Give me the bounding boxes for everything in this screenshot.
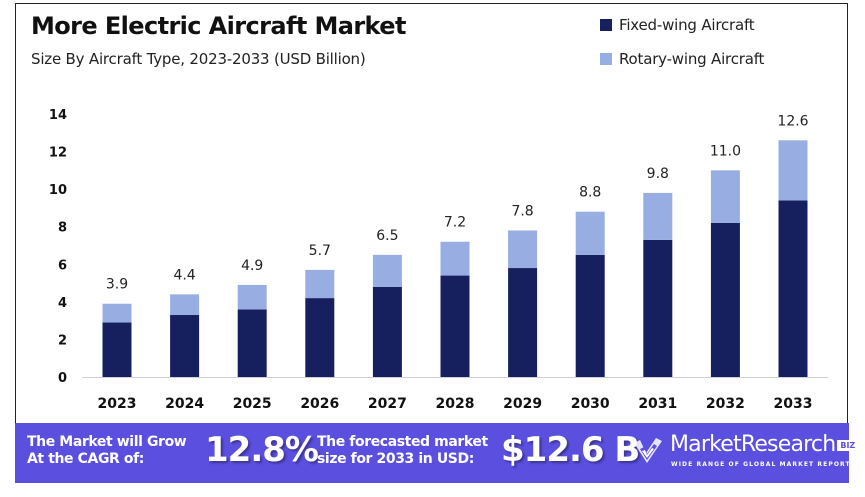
- bar-segment-fixed-wing: [575, 254, 605, 377]
- y-tick-label: 8: [58, 221, 67, 236]
- x-tick-label: 2032: [706, 396, 745, 412]
- legend-label-fixed-wing: Fixed-wing Aircraft: [619, 16, 755, 34]
- bar-total-label: 4.9: [241, 258, 263, 274]
- chart-title: More Electric Aircraft Market: [31, 12, 406, 40]
- chart-subtitle: Size By Aircraft Type, 2023-2033 (USD Bi…: [31, 50, 366, 68]
- legend-swatch-rotary-wing: [600, 53, 612, 65]
- bar-segment-fixed-wing: [508, 268, 538, 377]
- cagr-label: The Market will Grow At the CAGR of:: [27, 434, 187, 468]
- legend-swatch-fixed-wing: [600, 19, 612, 31]
- forecast-label: The forecasted market size for 2033 in U…: [317, 434, 488, 468]
- y-tick-label: 4: [58, 296, 67, 311]
- forecast-value: $12.6 B: [501, 430, 640, 470]
- y-tick-label: 14: [49, 108, 67, 123]
- bars: [102, 140, 808, 377]
- legend-label-rotary-wing: Rotary-wing Aircraft: [619, 50, 765, 68]
- bar-segment-rotary-wing: [305, 269, 335, 299]
- logo-badge: BIZ: [837, 439, 859, 451]
- bar-segment-fixed-wing: [237, 309, 267, 377]
- checkmark-logo-icon: [634, 438, 662, 463]
- forecast-label-line1: The forecasted market: [317, 434, 488, 450]
- cagr-label-line1: The Market will Grow: [27, 434, 187, 450]
- y-tick-label: 2: [58, 333, 67, 348]
- x-tick-label: 2031: [638, 396, 677, 412]
- x-tick-label: 2023: [98, 396, 137, 412]
- cagr-value: 12.8%: [205, 430, 319, 470]
- x-tick-label: 2026: [300, 396, 339, 412]
- bar-segment-rotary-wing: [508, 230, 538, 269]
- bar-segment-rotary-wing: [575, 211, 605, 255]
- bar-segment-rotary-wing: [237, 284, 267, 310]
- y-axis: 0 2 4 6 8 10 12 14: [49, 108, 67, 386]
- x-tick-label: 2028: [436, 396, 475, 412]
- bar-segment-fixed-wing: [102, 322, 132, 377]
- logo-name: MarketResearch BIZ: [670, 432, 859, 457]
- bar-segment-fixed-wing: [372, 286, 402, 377]
- bar-segment-rotary-wing: [643, 192, 673, 240]
- x-tick-label: 2033: [774, 396, 813, 412]
- bar-total-label: 7.8: [511, 203, 533, 219]
- cagr-label-line2: At the CAGR of:: [27, 451, 144, 467]
- x-tick-label: 2024: [165, 396, 204, 412]
- bar-total-label: 7.2: [444, 215, 466, 231]
- legend-item-fixed-wing: Fixed-wing Aircraft: [600, 14, 764, 36]
- y-tick-label: 12: [49, 146, 67, 161]
- bar-total-label: 9.8: [647, 166, 669, 182]
- bar-segment-rotary-wing: [372, 254, 402, 287]
- x-tick-label: 2027: [368, 396, 407, 412]
- logo-tagline: WIDE RANGE OF GLOBAL MARKET REPORTS: [671, 461, 857, 468]
- bar-total-label: 12.6: [777, 113, 808, 129]
- chart-frame: [15, 3, 848, 483]
- bar-total-label: 8.8: [579, 185, 601, 201]
- bar-segment-rotary-wing: [778, 140, 808, 201]
- bar-segment-rotary-wing: [170, 294, 200, 316]
- bar-segment-fixed-wing: [710, 222, 740, 377]
- x-tick-label: 2025: [233, 396, 272, 412]
- bar-total-label: 3.9: [106, 277, 128, 293]
- legend: Fixed-wing Aircraft Rotary-wing Aircraft: [600, 14, 764, 82]
- bar-total-label: 11.0: [710, 143, 741, 159]
- y-tick-label: 0: [58, 371, 67, 386]
- x-axis: 2023 2024 2025 2026 2027 2028 2029 2030 2031 2032…: [98, 396, 813, 412]
- bar-segment-fixed-wing: [778, 200, 808, 377]
- x-tick-label: 2029: [503, 396, 542, 412]
- summary-banner: The Market will Grow At the CAGR of: 12.…: [15, 423, 859, 483]
- bar-segment-rotary-wing: [440, 241, 470, 276]
- bar-segment-rotary-wing: [102, 303, 132, 323]
- bar-segment-rotary-wing: [710, 170, 740, 223]
- bar-total-label: 5.7: [309, 243, 331, 259]
- x-tick-label: 2030: [571, 396, 610, 412]
- data-labels: 3.9 4.4 4.9 5.7 6.5 7.2 7.8 8.8 9.8 11.0 12.6: [106, 113, 809, 292]
- bar-segment-fixed-wing: [170, 315, 200, 377]
- legend-item-rotary-wing: Rotary-wing Aircraft: [600, 48, 764, 70]
- bar-total-label: 6.5: [376, 228, 398, 244]
- bar-segment-fixed-wing: [440, 275, 470, 377]
- y-tick-label: 6: [58, 258, 67, 273]
- y-tick-label: 10: [49, 183, 67, 198]
- logo-name-text: MarketResearch: [670, 432, 836, 457]
- bar-chart: 0 2 4 6 8 10 12 14 2023 2024 2025 2026 2027 2028 2029…: [49, 108, 828, 412]
- bar-segment-fixed-wing: [643, 239, 673, 377]
- bar-segment-fixed-wing: [305, 298, 335, 377]
- bar-total-label: 4.4: [173, 267, 195, 283]
- forecast-label-line2: size for 2033 in USD:: [317, 451, 474, 467]
